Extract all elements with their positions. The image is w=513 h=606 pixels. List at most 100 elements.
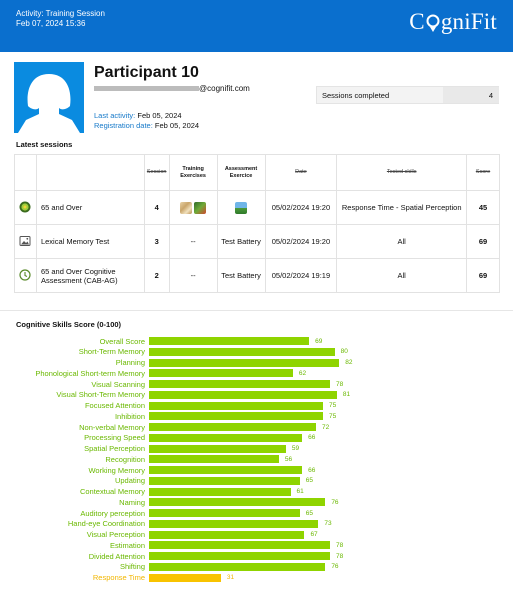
skill-bar-non-verbal-memory (149, 423, 317, 431)
header-session: Session (143, 154, 170, 191)
assessment-thumbnail-icon (235, 201, 248, 214)
skill-value-divided-attention: 78 (335, 552, 344, 560)
session-number: 4 (143, 190, 170, 225)
table-row[interactable]: Lexical Memory Test 3 -- Test Battery 05… (14, 224, 500, 259)
skill-value-non-verbal-memory: 72 (322, 423, 330, 431)
skill-bar-response-time (149, 573, 221, 582)
skill-value-recognition: 56 (284, 455, 293, 463)
skill-value-naming: 76 (331, 498, 339, 506)
skill-label-visual-short-term-memory: Visual Short-Term Memory (56, 390, 145, 400)
skill-bar-inhibition (149, 412, 323, 421)
skill-value-shifting: 76 (331, 563, 339, 571)
last-activity-value: Feb 05, 2024 (137, 111, 182, 120)
skill-label-estimation: Estimation (109, 540, 145, 550)
skill-bar-divided-attention (149, 552, 330, 560)
exercise-thumbnail-icon (194, 201, 207, 214)
table-row[interactable]: 65 and Over Cognitive Assessment (CAB-AG… (14, 258, 500, 293)
skill-bar-working-memory (149, 466, 303, 474)
green-disc-icon (19, 201, 31, 212)
skill-bar-visual-short-term-memory (149, 390, 337, 399)
sessions-completed-box: Sessions completed 4 (316, 86, 499, 104)
skill-value-phonological-short-term-memory: 62 (298, 369, 307, 377)
session-date: 05/02/2024 19:20 (264, 190, 338, 225)
latest-sessions-title: Latest sessions (16, 140, 73, 149)
participant-email: @cognifit.com (94, 84, 250, 93)
skill-label-focused-attention: Focused Attention (84, 401, 145, 410)
table-header-row: Session Training Exercises Assessment Ex… (14, 154, 500, 191)
avatar (14, 62, 84, 133)
session-score: 69 (466, 258, 500, 293)
session-score: 45 (466, 190, 500, 225)
image-icon (19, 235, 31, 246)
skill-value-visual-scanning: 78 (335, 380, 344, 388)
activity-datetime: Feb 07, 2024 15:36 (16, 19, 86, 28)
skill-label-recognition: Recognition (105, 454, 145, 464)
skill-label-phonological-short-term-memory: Phonological Short-term Memory (35, 368, 145, 378)
logo-text-end: gniFit (440, 9, 497, 34)
email-suffix: @cognifit.com (199, 84, 250, 93)
session-name: Lexical Memory Test (35, 224, 145, 259)
last-activity-label: Last activity: (94, 111, 136, 120)
chart-title: Cognitive Skills Score (0-100) (16, 320, 122, 329)
session-number: 3 (143, 224, 170, 259)
skill-bar-naming (149, 498, 326, 507)
registration-date: Registration date: Feb 05, 2024 (94, 121, 199, 130)
skill-bar-auditory-perception (149, 509, 300, 517)
sessions-completed-label: Sessions completed (322, 91, 390, 100)
session-score: 69 (466, 224, 500, 259)
skill-label-visual-perception: Visual Perception (86, 530, 145, 539)
skill-label-working-memory: Working Memory (88, 465, 145, 475)
activity-info: Activity: Training Session Feb 07, 2024 … (16, 9, 105, 29)
skill-label-overall-score: Overall Score (99, 336, 145, 346)
skill-value-spatial-perception: 59 (291, 445, 300, 452)
registration-label: Registration date: (94, 121, 153, 130)
training-exercises: -- (168, 258, 218, 293)
session-number: 2 (143, 258, 170, 293)
skill-bar-visual-scanning (149, 380, 330, 388)
skill-bar-updating (149, 476, 300, 485)
clock-icon (19, 268, 32, 281)
header-bar: Activity: Training Session Feb 07, 2024 … (0, 0, 513, 52)
header-score: Score (466, 154, 500, 191)
skill-value-planning: 82 (345, 359, 353, 366)
skill-value-response-time: 31 (226, 574, 235, 581)
header-skills: Tested skills (336, 154, 467, 191)
skill-value-auditory-perception: 65 (305, 509, 314, 517)
skill-value-visual-perception: 67 (310, 531, 318, 538)
training-exercises: -- (168, 224, 218, 259)
skill-label-processing-speed: Processing Speed (84, 433, 145, 443)
skill-value-short-term-memory: 80 (340, 348, 348, 356)
assessment-exercise (216, 190, 266, 225)
activity-title: Activity: Training Session (16, 9, 105, 18)
tested-skills: All (336, 224, 467, 259)
registration-value: Feb 05, 2024 (154, 121, 200, 130)
skill-value-overall-score: 69 (315, 337, 323, 345)
skill-label-inhibition: Inhibition (114, 411, 145, 421)
skill-label-shifting: Shifting (119, 562, 145, 572)
sessions-completed-value: 4 (488, 91, 493, 100)
skill-bar-shifting (149, 562, 326, 571)
header-assessment: Assessment Exercice (216, 154, 266, 191)
skill-bar-hand-eye-coordination (149, 519, 319, 528)
tested-skills: All (336, 258, 467, 293)
section-divider (0, 310, 513, 311)
skill-bar-focused-attention (149, 401, 323, 410)
skill-label-visual-scanning: Visual Scanning (91, 379, 145, 389)
skill-value-inhibition: 75 (329, 412, 337, 420)
table-row[interactable]: 65 and Over 4 05/02/2024 19:20 Response … (14, 190, 500, 225)
skill-bar-contextual-memory (149, 487, 291, 496)
skill-bar-phonological-short-term-memory (149, 369, 293, 378)
latest-sessions-table: Session Training Exercises Assessment Ex… (14, 154, 500, 293)
skill-label-hand-eye-coordination: Hand-eye Coordination (67, 519, 145, 529)
skill-bar-processing-speed (149, 433, 303, 442)
exercise-thumbnail-icon (180, 201, 193, 214)
skill-bar-estimation (149, 541, 330, 550)
session-date: 05/02/2024 19:20 (264, 224, 338, 259)
header-training: Training Exercises (168, 154, 218, 191)
skill-label-updating: Updating (114, 476, 145, 486)
skill-value-visual-short-term-memory: 81 (342, 391, 351, 399)
logo-text-start: C (409, 9, 425, 34)
skill-value-working-memory: 66 (308, 466, 316, 474)
skill-value-estimation: 78 (335, 541, 344, 549)
